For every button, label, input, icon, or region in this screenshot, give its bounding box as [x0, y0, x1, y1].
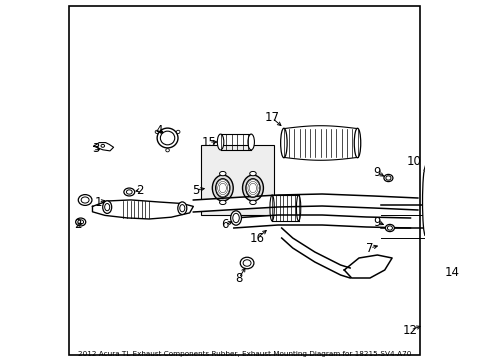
Ellipse shape	[428, 324, 432, 327]
Text: 1: 1	[94, 195, 102, 208]
Ellipse shape	[78, 195, 92, 206]
Ellipse shape	[215, 179, 229, 197]
Text: 9: 9	[372, 166, 380, 179]
Ellipse shape	[385, 176, 390, 180]
Text: 15: 15	[201, 135, 216, 149]
Ellipse shape	[219, 171, 225, 176]
Ellipse shape	[269, 195, 274, 221]
Polygon shape	[94, 143, 113, 151]
Ellipse shape	[427, 322, 433, 328]
Text: 6: 6	[221, 219, 228, 231]
Ellipse shape	[104, 203, 109, 211]
Text: 2: 2	[74, 219, 81, 231]
Ellipse shape	[102, 201, 111, 213]
Text: 16: 16	[249, 231, 264, 244]
Text: 9: 9	[373, 216, 380, 229]
Ellipse shape	[249, 171, 256, 176]
Ellipse shape	[247, 134, 254, 150]
Text: 17: 17	[264, 112, 279, 125]
Text: 8: 8	[235, 271, 242, 284]
Ellipse shape	[76, 218, 85, 226]
Text: 2: 2	[136, 184, 144, 197]
Ellipse shape	[180, 204, 184, 212]
Text: 10: 10	[406, 156, 421, 168]
Polygon shape	[344, 255, 391, 278]
Text: 3: 3	[92, 141, 99, 154]
Ellipse shape	[245, 179, 260, 197]
Ellipse shape	[230, 211, 241, 225]
Ellipse shape	[280, 128, 286, 158]
Ellipse shape	[296, 195, 300, 221]
Polygon shape	[92, 200, 193, 219]
Ellipse shape	[428, 166, 432, 170]
Ellipse shape	[242, 175, 263, 201]
Ellipse shape	[217, 134, 224, 150]
Ellipse shape	[81, 197, 89, 203]
Text: 2012 Acura TL Exhaust Components Rubber, Exhaust Mounting Diagram for 18215-SV4-: 2012 Acura TL Exhaust Components Rubber,…	[78, 351, 410, 357]
Text: 7: 7	[366, 242, 373, 255]
Ellipse shape	[212, 175, 233, 201]
Text: 12: 12	[402, 324, 417, 337]
Text: 14: 14	[443, 266, 458, 279]
Ellipse shape	[160, 131, 174, 145]
Ellipse shape	[123, 188, 134, 196]
Ellipse shape	[464, 276, 470, 280]
Ellipse shape	[157, 128, 178, 148]
Ellipse shape	[232, 213, 239, 223]
Ellipse shape	[126, 190, 132, 194]
Ellipse shape	[243, 260, 250, 266]
Ellipse shape	[78, 220, 83, 224]
Text: 4: 4	[155, 123, 162, 136]
Text: 5: 5	[191, 184, 199, 197]
Ellipse shape	[383, 174, 392, 181]
Ellipse shape	[385, 224, 394, 231]
Bar	[425, 168, 488, 235]
Ellipse shape	[240, 257, 253, 269]
Ellipse shape	[422, 168, 427, 235]
Ellipse shape	[219, 200, 225, 204]
Ellipse shape	[386, 226, 391, 230]
Bar	[200, 145, 274, 215]
Ellipse shape	[249, 200, 256, 204]
Ellipse shape	[101, 144, 104, 147]
Ellipse shape	[155, 130, 159, 134]
Polygon shape	[423, 162, 437, 174]
Ellipse shape	[165, 149, 169, 152]
Ellipse shape	[353, 128, 360, 158]
Ellipse shape	[176, 130, 180, 134]
Ellipse shape	[462, 274, 472, 283]
Ellipse shape	[178, 202, 186, 215]
